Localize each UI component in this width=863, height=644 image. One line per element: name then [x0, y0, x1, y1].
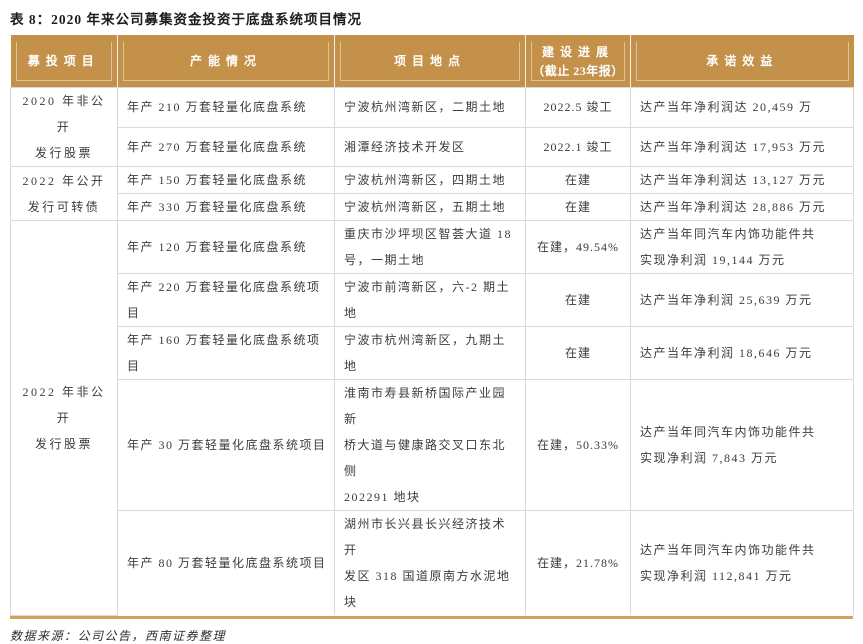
- cell-progress: 在建: [525, 273, 631, 327]
- group-cell-2022-private: 2022 年非公开 发行股票: [10, 220, 118, 616]
- cell-capacity: 年产 210 万套轻量化底盘系统: [117, 87, 335, 128]
- group-cell-2022-convertible: 2022 年公开 发行可转债: [10, 166, 118, 221]
- cell-location: 宁波杭州湾新区，二期土地: [334, 87, 526, 128]
- cell-location: 宁波市前湾新区，六-2 期土地: [334, 273, 526, 327]
- table-row: 年产 220 万套轻量化底盘系统项目 宁波市前湾新区，六-2 期土地 在建 达产…: [11, 273, 854, 327]
- cell-capacity: 年产 270 万套轻量化底盘系统: [117, 126, 335, 167]
- cell-capacity: 年产 160 万套轻量化底盘系统项目: [117, 326, 335, 380]
- cell-benefit: 达产当年同汽车内饰功能件共 实现净利润 112,841 万元: [630, 510, 854, 615]
- cell-benefit: 达产当年净利润 18,646 万元: [630, 326, 854, 380]
- cell-location: 重庆市沙坪坝区智荟大道 18 号，一期土地: [334, 220, 526, 274]
- table-row: 2022 年公开 发行可转债 年产 150 万套轻量化底盘系统 宁波杭州湾新区，…: [10, 166, 854, 221]
- cell-capacity: 年产 220 万套轻量化底盘系统项目: [117, 273, 335, 327]
- table-row: 年产 80 万套轻量化底盘系统项目 湖州市长兴县长兴经济技术开 发区 318 国…: [11, 510, 854, 615]
- table-row: 2020 年非公开 发行股票 年产 210 万套轻量化底盘系统 宁波杭州湾新区，…: [10, 87, 854, 167]
- cell-progress: 2022.5 竣工: [525, 87, 631, 128]
- group-cell-2020-private: 2020 年非公开 发行股票: [10, 87, 118, 167]
- header-progress: 建设进展 （截止 23年报）: [525, 35, 631, 88]
- cell-location: 湖州市长兴县长兴经济技术开 发区 318 国道原南方水泥地块: [334, 510, 526, 615]
- table-row: 年产 160 万套轻量化底盘系统项目 宁波市杭州湾新区，九期土地 在建 达产当年…: [11, 326, 854, 380]
- cell-location: 宁波杭州湾新区，五期土地: [334, 193, 526, 221]
- table-row: 年产 330 万套轻量化底盘系统 宁波杭州湾新区，五期土地 在建 达产当年净利润…: [11, 193, 854, 221]
- table-header: 募投项目 产能情况 项目地点 建设进展 （截止 23年报） 承诺效益: [10, 35, 854, 88]
- table-title: 表 8：2020 年来公司募集资金投资于底盘系统项目情况: [10, 12, 362, 27]
- cell-progress: 在建: [525, 326, 631, 380]
- fundraising-projects-table: 募投项目 产能情况 项目地点 建设进展 （截止 23年报） 承诺效益: [10, 35, 854, 616]
- cell-benefit: 达产当年净利润达 28,886 万元: [630, 193, 854, 221]
- cell-capacity: 年产 30 万套轻量化底盘系统项目: [117, 379, 335, 511]
- header-benefit: 承诺效益: [630, 35, 854, 88]
- cell-location: 宁波杭州湾新区，四期土地: [334, 166, 526, 194]
- cell-location: 湘潭经济技术开发区: [334, 126, 526, 167]
- cell-benefit: 达产当年净利润达 17,953 万元: [630, 126, 854, 167]
- cell-progress: 在建: [525, 166, 631, 194]
- cell-progress: 在建: [525, 193, 631, 221]
- table-row: 2022 年非公开 发行股票 年产 120 万套轻量化底盘系统 重庆市沙坪坝区智…: [10, 220, 854, 616]
- cell-benefit: 达产当年净利润达 13,127 万元: [630, 166, 854, 194]
- header-capacity: 产能情况: [117, 35, 335, 88]
- cell-progress: 2022.1 竣工: [525, 126, 631, 167]
- header-project: 募投项目: [10, 35, 118, 88]
- table-row: 年产 270 万套轻量化底盘系统 湘潭经济技术开发区 2022.1 竣工 达产当…: [11, 126, 854, 167]
- cell-capacity: 年产 80 万套轻量化底盘系统项目: [117, 510, 335, 615]
- table-bottom-rule: [10, 615, 853, 619]
- cell-benefit: 达产当年同汽车内饰功能件共 实现净利润 7,843 万元: [630, 379, 854, 511]
- cell-location: 淮南市寿县新桥国际产业园新 桥大道与健康路交叉口东北侧 202291 地块: [334, 379, 526, 511]
- cell-capacity: 年产 120 万套轻量化底盘系统: [117, 220, 335, 274]
- header-location: 项目地点: [334, 35, 526, 88]
- cell-progress: 在建，21.78%: [525, 510, 631, 615]
- report-table-block: 表 8：2020 年来公司募集资金投资于底盘系统项目情况 募投项目 产能情况 项…: [10, 6, 854, 644]
- cell-progress: 在建，50.33%: [525, 379, 631, 511]
- table-row: 年产 30 万套轻量化底盘系统项目 淮南市寿县新桥国际产业园新 桥大道与健康路交…: [11, 379, 854, 511]
- cell-benefit: 达产当年净利润 25,639 万元: [630, 273, 854, 327]
- cell-progress: 在建，49.54%: [525, 220, 631, 274]
- cell-location: 宁波市杭州湾新区，九期土地: [334, 326, 526, 380]
- cell-capacity: 年产 330 万套轻量化底盘系统: [117, 193, 335, 221]
- cell-benefit: 达产当年同汽车内饰功能件共 实现净利润 19,144 万元: [630, 220, 854, 274]
- cell-benefit: 达产当年净利润达 20,459 万: [630, 87, 854, 128]
- cell-capacity: 年产 150 万套轻量化底盘系统: [117, 166, 335, 194]
- source-note: 数据来源：公司公告，西南证券整理: [10, 628, 227, 643]
